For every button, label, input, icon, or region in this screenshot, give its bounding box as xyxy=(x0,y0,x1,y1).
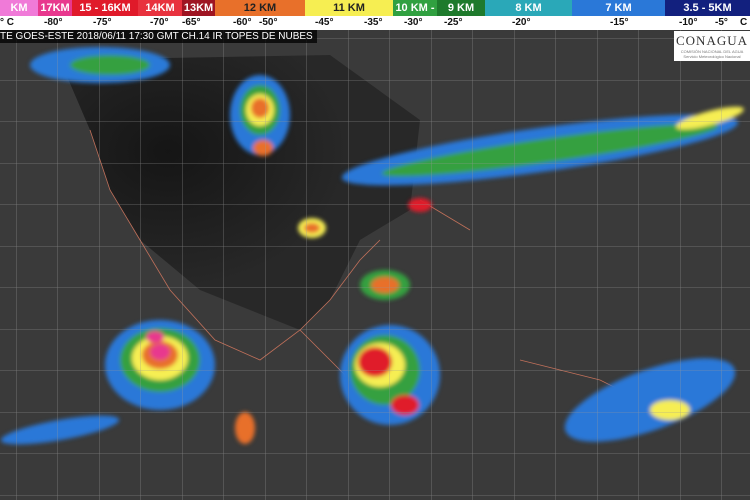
image-caption: TE GOES-ESTE 2018/06/11 17:30 GMT CH.14 … xyxy=(0,30,317,43)
temp-label: -50° xyxy=(259,17,278,28)
legend-segment: 7 KM xyxy=(572,0,665,16)
legend-segment: 8 KM xyxy=(485,0,572,16)
temperature-scale: ° C -80° -75° -70° -65° -60° -50° -45° -… xyxy=(0,16,750,30)
temp-label: -35° xyxy=(364,17,383,28)
temp-label: -80° xyxy=(44,17,63,28)
temp-label: -60° xyxy=(233,17,252,28)
temp-label: -75° xyxy=(93,17,112,28)
temp-label: -25° xyxy=(444,17,463,28)
legend-segment: 13KM xyxy=(182,0,215,16)
legend-segment: 11 KM xyxy=(305,0,393,16)
legend-segment: 10 KM - xyxy=(393,0,437,16)
temp-label: -10° xyxy=(679,17,698,28)
legend-segment: KM xyxy=(0,0,38,16)
temp-label: ° C xyxy=(0,17,14,28)
legend-segment: 3.5 - 5KM xyxy=(665,0,750,16)
temp-label: -30° xyxy=(404,17,423,28)
logo-name: CONAGUA xyxy=(676,33,748,48)
cloud-top-height-legend: KM 17KM 15 - 16KM 14KM 13KM 12 KM 11 KM … xyxy=(0,0,750,16)
conagua-logo: CONAGUA COMISIÓN NACIONAL DEL AGUA Servi… xyxy=(674,31,750,61)
legend-segment: 12 KM xyxy=(215,0,305,16)
temp-label: -15° xyxy=(610,17,629,28)
legend-segment: 17KM xyxy=(38,0,72,16)
lat-lon-grid xyxy=(0,30,750,500)
temp-label: -70° xyxy=(150,17,169,28)
legend-segment: 14KM xyxy=(138,0,182,16)
temp-label: -20° xyxy=(512,17,531,28)
legend-segment: 9 KM xyxy=(437,0,485,16)
temp-label: -45° xyxy=(315,17,334,28)
temp-label: C xyxy=(740,17,748,28)
temp-label: -5° xyxy=(715,17,728,28)
logo-subtitle: COMISIÓN NACIONAL DEL AGUA xyxy=(680,49,744,54)
logo-subtitle-2: Servicio Meteorológico Nacional xyxy=(683,54,741,59)
satellite-map xyxy=(0,30,750,500)
legend-segment: 15 - 16KM xyxy=(72,0,138,16)
temp-label: -65° xyxy=(182,17,201,28)
